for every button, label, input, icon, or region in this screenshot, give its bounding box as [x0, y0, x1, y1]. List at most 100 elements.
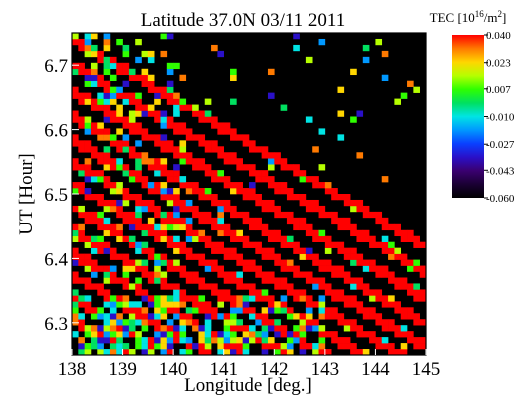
heatmap-cell: [198, 140, 206, 147]
heatmap-cell: [173, 331, 180, 338]
heatmap-cell: [160, 301, 168, 308]
heatmap-cell: [135, 170, 142, 177]
heatmap-cell: [261, 307, 269, 314]
heatmap-cell: [173, 205, 180, 213]
heatmap-cell: [97, 265, 104, 272]
y-tick-label: 6.6: [44, 121, 68, 142]
heatmap-cell: [305, 205, 313, 213]
heatmap-cell: [147, 104, 155, 111]
heatmap-cell: [350, 229, 357, 237]
heatmap-cell: [211, 223, 218, 231]
heatmap-cell: [122, 98, 130, 105]
heatmap-cell: [230, 68, 237, 76]
heatmap-cell: [122, 44, 130, 52]
heatmap-cell: [154, 271, 161, 278]
heatmap-cell: [122, 319, 130, 326]
heatmap-cell: [78, 349, 85, 356]
heatmap-cell: [78, 301, 85, 308]
heatmap-cell: [160, 211, 168, 219]
heatmap-cell: [109, 295, 117, 302]
heatmap-cell: [293, 325, 300, 332]
heatmap-cell: [84, 92, 92, 99]
heatmap-cell: [312, 176, 319, 183]
heatmap-cell: [369, 295, 376, 302]
heatmap-cell: [362, 289, 370, 296]
heatmap-cell: [173, 307, 180, 314]
heatmap-cell: [166, 337, 174, 344]
heatmap-cell: [343, 247, 351, 254]
heatmap-cell: [116, 199, 123, 207]
heatmap-cell: [343, 271, 351, 278]
heatmap-cell: [274, 229, 281, 237]
heatmap-cell: [154, 235, 161, 242]
heatmap-cell: [204, 188, 212, 195]
heatmap-cell: [90, 271, 98, 278]
heatmap-cell: [274, 188, 281, 195]
heatmap-cell: [204, 259, 212, 266]
heatmap-cell: [135, 38, 142, 46]
heatmap-cell: [160, 158, 168, 165]
heatmap-cell: [154, 164, 161, 171]
heatmap-cell: [97, 56, 104, 64]
heatmap-cell: [293, 295, 300, 302]
heatmap-cell: [267, 325, 275, 332]
heatmap-cell: [362, 265, 370, 272]
heatmap-cell: [179, 158, 187, 165]
heatmap-cell: [394, 247, 402, 254]
heatmap-cell: [400, 331, 408, 338]
heatmap-cell: [318, 211, 326, 219]
heatmap-cell: [337, 313, 345, 320]
heatmap-cell: [305, 271, 313, 278]
heatmap-cell: [192, 110, 199, 117]
heatmap-cell: [90, 313, 98, 320]
heatmap-cell: [141, 241, 149, 248]
heatmap-cell: [280, 164, 288, 171]
heatmap-cell: [72, 277, 79, 284]
heatmap-cell: [185, 134, 193, 141]
heatmap-cell: [84, 194, 92, 201]
heatmap-cell: [280, 158, 288, 165]
heatmap-cell: [274, 283, 281, 290]
heatmap-cell: [394, 307, 402, 314]
heatmap-cell: [350, 283, 357, 290]
heatmap-cell: [122, 235, 130, 242]
heatmap-cell: [217, 122, 225, 129]
heatmap-cell: [204, 343, 212, 350]
heatmap-cell: [116, 301, 123, 308]
heatmap-cell: [369, 265, 376, 272]
heatmap-cell: [135, 241, 142, 248]
heatmap-cell: [236, 211, 243, 219]
heatmap-cell: [274, 158, 281, 165]
heatmap-cell: [84, 128, 92, 135]
heatmap-cell: [312, 343, 319, 350]
x-tick-label: 140: [159, 359, 188, 380]
heatmap-cell: [407, 337, 414, 344]
heatmap-cell: [192, 182, 199, 189]
x-tick-label: 138: [58, 359, 87, 380]
heatmap-cell: [356, 277, 364, 284]
heatmap-cell: [312, 319, 319, 326]
heatmap-cell: [407, 307, 414, 314]
heatmap-cell: [299, 289, 307, 296]
heatmap-cell: [204, 110, 212, 117]
heatmap-cell: [97, 50, 104, 58]
heatmap-cell: [318, 307, 326, 314]
heatmap-cell: [128, 176, 136, 183]
heatmap-cell: [97, 74, 104, 81]
heatmap-cell: [154, 92, 161, 99]
heatmap-cell: [103, 349, 111, 356]
heatmap-cell: [305, 116, 313, 123]
heatmap-cell: [267, 68, 275, 76]
heatmap-cell: [318, 343, 326, 350]
heatmap-cell: [147, 301, 155, 308]
heatmap-cell: [223, 205, 231, 213]
heatmap-cell: [147, 247, 155, 254]
heatmap-cell: [356, 205, 364, 213]
colorbar-tick-label: 0.007: [486, 84, 511, 96]
heatmap-cell: [350, 301, 357, 308]
heatmap-cell: [160, 271, 168, 278]
heatmap-cell: [236, 283, 243, 290]
heatmap-cell: [217, 211, 225, 219]
heatmap-cell: [362, 331, 370, 338]
heatmap-cell: [90, 74, 98, 81]
